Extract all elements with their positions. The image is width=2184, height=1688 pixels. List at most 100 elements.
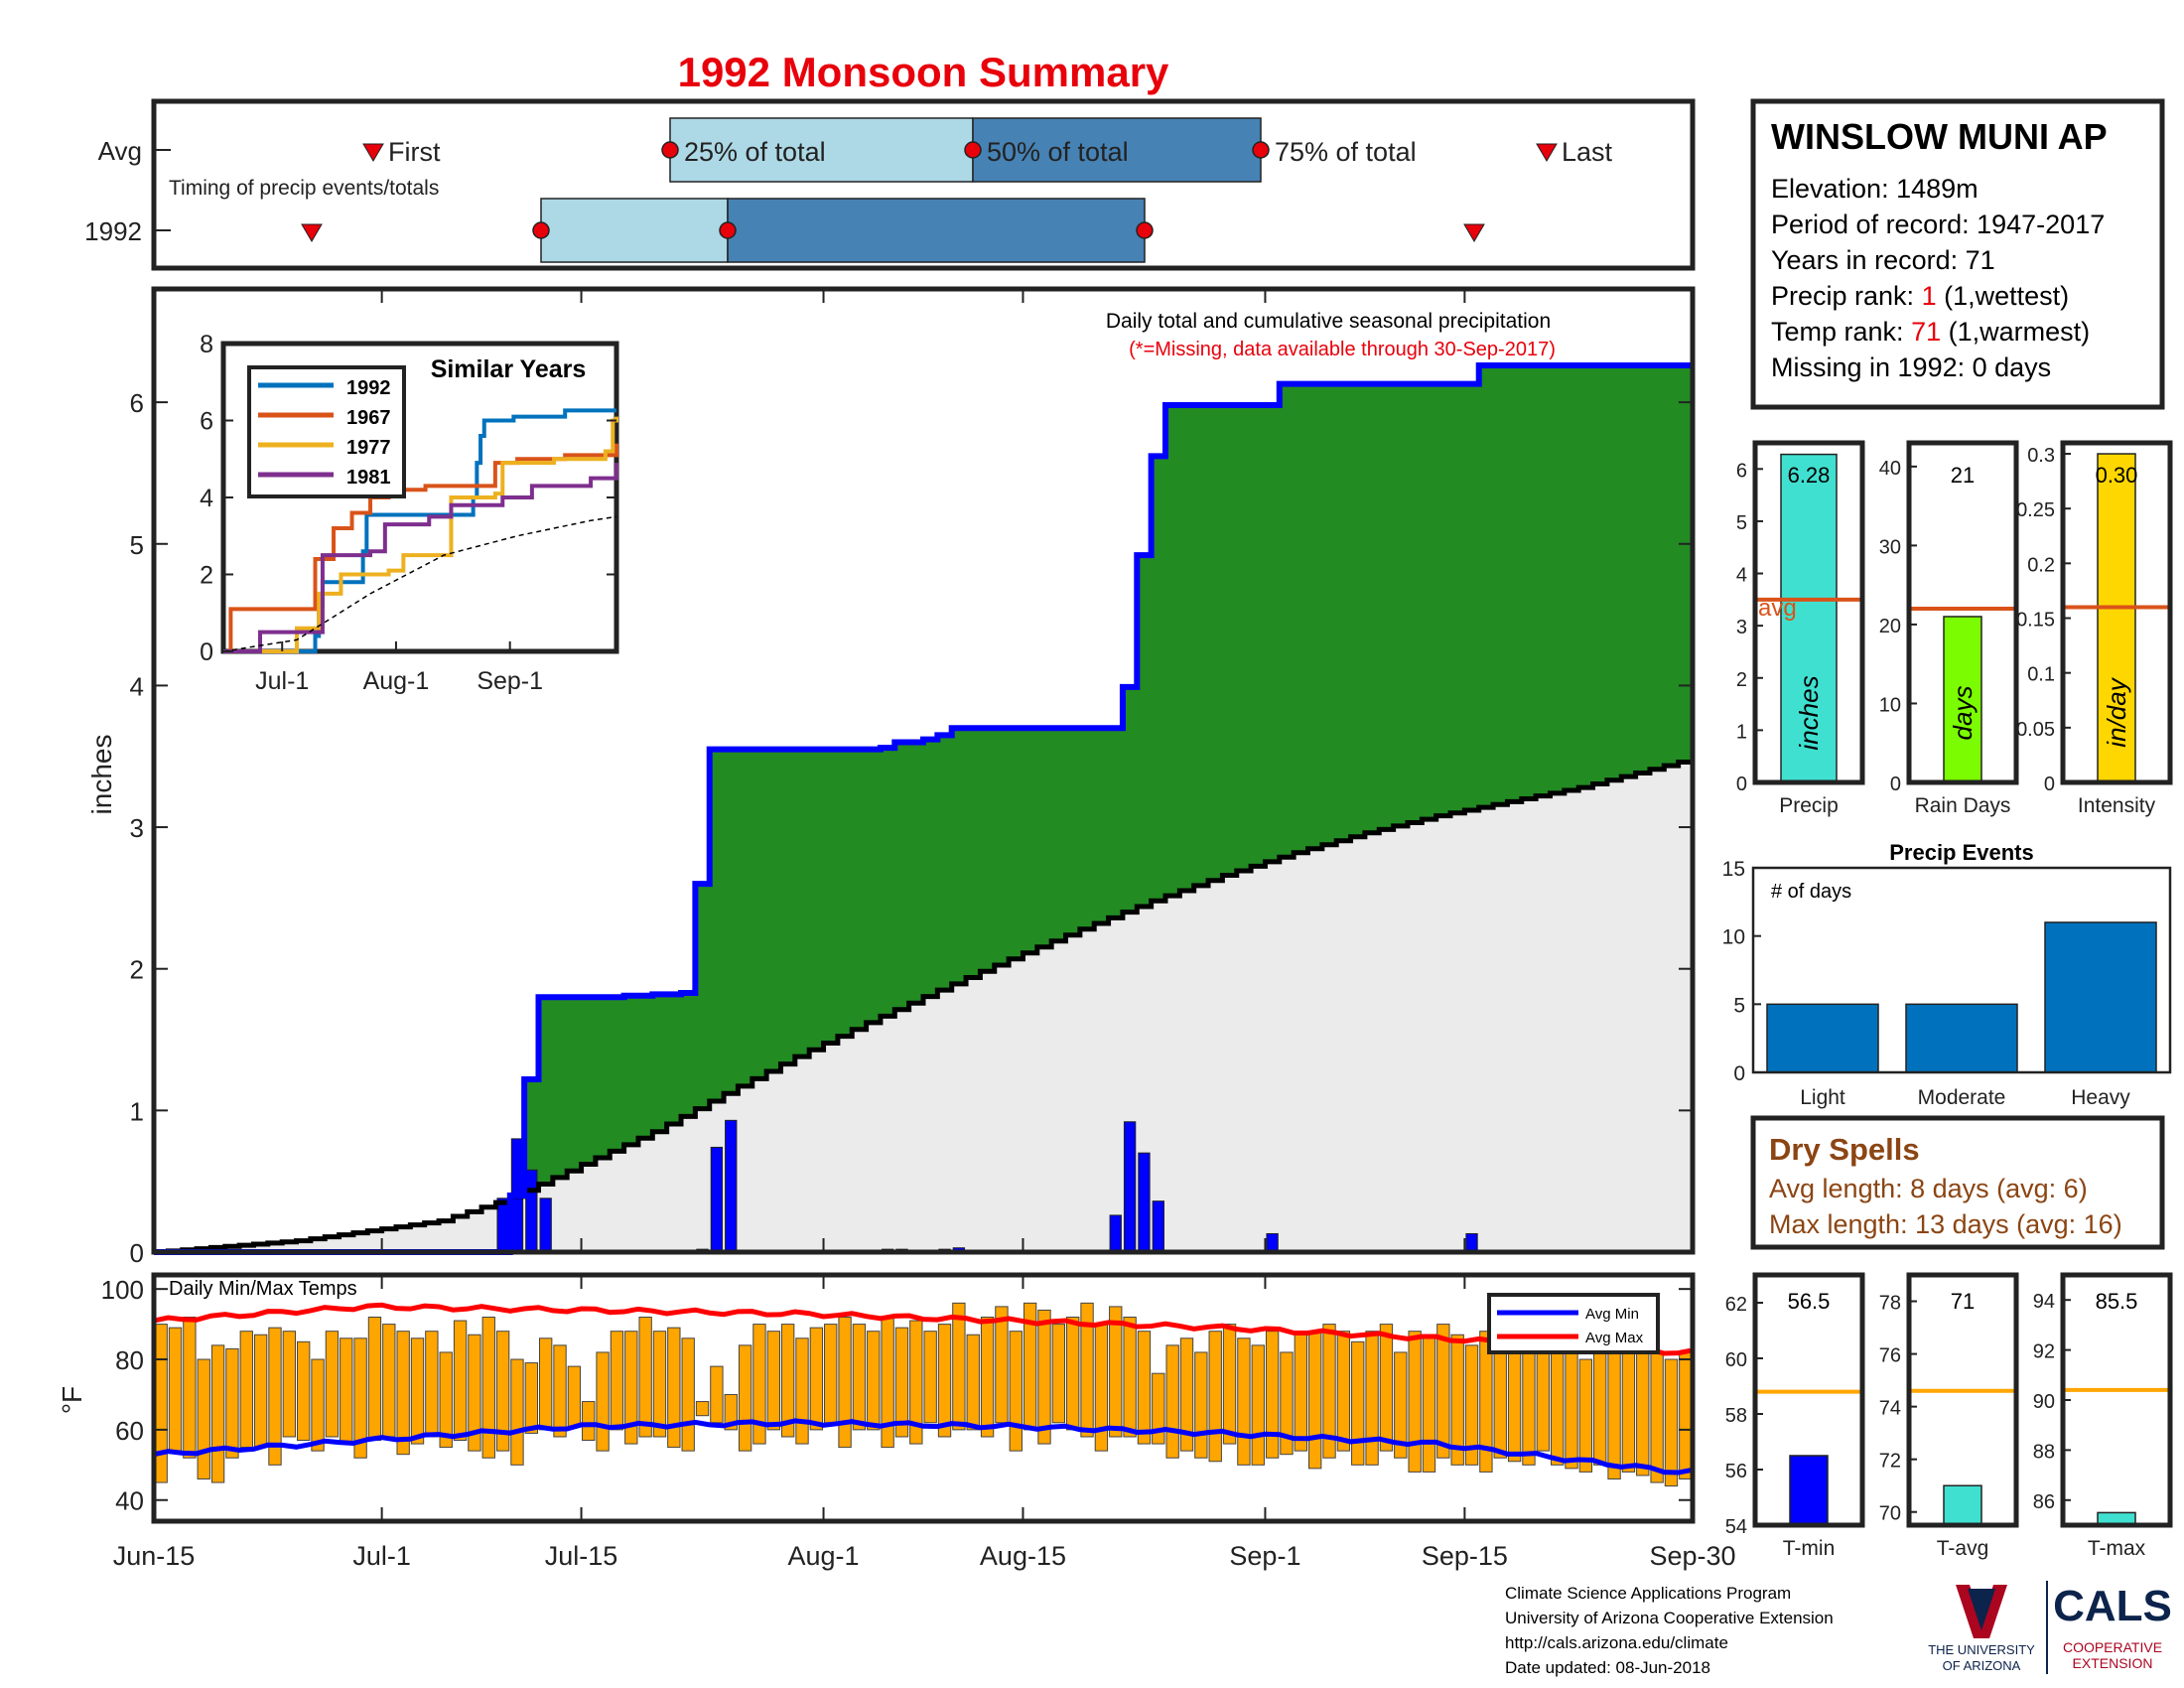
daily-temp-bar: [1621, 1337, 1636, 1473]
daily-temp-bar: [495, 1331, 510, 1452]
daily-temp-bar: [340, 1337, 353, 1445]
university-of-arizona-logo: THE UNIVERSITY OF ARIZONA: [1928, 1585, 2035, 1673]
mini-tmin-category-label: T-min: [1783, 1537, 1836, 1560]
daily-temp-bar: [1650, 1351, 1664, 1483]
mini-tmin-bar: [1789, 1455, 1829, 1526]
x-tick-label: Sep-15: [1422, 1541, 1508, 1571]
y-tick-label: 1: [130, 1096, 144, 1126]
tavg-chart: 70 72 74 76 78 71 T-avg: [1879, 1272, 2019, 1560]
inset-y-tick-label: 4: [200, 485, 213, 512]
events-y-label: # of days: [1771, 881, 1851, 903]
footer-credits: Climate Science Applications Program Uni…: [1505, 1584, 1834, 1677]
daily-temp-bar: [325, 1331, 340, 1438]
daily-temp-bar: [1080, 1302, 1094, 1438]
mini-tmax-value-label: 85.5: [2096, 1289, 2138, 1314]
mini-precip-avg-label: avg: [1758, 595, 1797, 622]
mini-tmin-y-tick-label: 54: [1725, 1516, 1747, 1538]
daily-temp-bar: [1280, 1351, 1294, 1456]
mini-intensity-category-label: Intensity: [2078, 794, 2156, 817]
cals-line-1: COOPERATIVE: [2063, 1639, 2162, 1655]
cals-logo: CALS COOPERATIVE EXTENSION: [2053, 1582, 2172, 1671]
daily-temp-bar: [995, 1306, 1009, 1424]
station-temp-rank: Temp rank: 71 (1,warmest): [1771, 317, 2090, 347]
precip-rank-value: 1: [1922, 281, 1937, 311]
daily-temp-bar: [510, 1358, 524, 1466]
station-missing: Missing in 1992: 0 days: [1771, 352, 2051, 382]
events-frame: [1751, 866, 2172, 1074]
daily-temp-bar: [1422, 1337, 1436, 1473]
station-frame: [1750, 98, 2165, 410]
events-y-tick-label: 0: [1733, 1062, 1745, 1085]
mini-tmax-y-tick-label: 88: [2033, 1441, 2055, 1463]
temp-y-label: °F: [57, 1386, 87, 1414]
label-50: 50% of total: [987, 137, 1129, 167]
daily-temp-bar: [453, 1320, 468, 1442]
daily-temp-bar: [539, 1337, 553, 1431]
mini-precip-y-tick-label: 0: [1736, 774, 1747, 795]
daily-temp-bar: [154, 1324, 168, 1483]
temp-plot-frame: [151, 1272, 1696, 1524]
temp-caption: Daily Min/Max Temps: [169, 1278, 357, 1300]
daily-precip-bar: [1465, 1232, 1478, 1253]
dry-spells-max: Max length: 13 days (avg: 16): [1769, 1209, 2122, 1239]
daily-temp-bar: [353, 1337, 367, 1459]
daily-temp-bar: [468, 1334, 481, 1452]
avg-box-50-75: [972, 117, 1262, 183]
daily-temp-bar: [1294, 1334, 1308, 1452]
daily-temp-bar: [524, 1362, 538, 1434]
daily-temp-bar: [1123, 1317, 1137, 1438]
year-50-marker: [719, 221, 737, 239]
daily-temp-bar: [838, 1317, 852, 1449]
daily-precip-bar: [1266, 1232, 1279, 1253]
mini-intensity-y-tick-label: 0.3: [2027, 445, 2055, 467]
daily-temp-bar: [410, 1337, 425, 1445]
main-y-axis: 0 1 2 3 4 5 6: [130, 388, 1693, 1268]
daily-temp-bar: [1536, 1351, 1550, 1452]
daily-precip-bar: [539, 1197, 552, 1253]
mini-tmin-frame: [1752, 1272, 1865, 1528]
x-tick-label: Jul-15: [545, 1541, 618, 1571]
mini-tavg-y-tick-label: 70: [1879, 1503, 1901, 1525]
mini-tmin-y-tick-label: 58: [1725, 1405, 1747, 1427]
station-info-box: WINSLOW MUNI AP Elevation: 1489m Period …: [1750, 98, 2165, 410]
temp-y-tick-label: 80: [115, 1345, 144, 1375]
temp-legend: [1487, 1293, 1660, 1354]
daily-temp-bar: [1394, 1351, 1408, 1459]
mini-tmax-y-tick-label: 90: [2033, 1391, 2055, 1413]
daily-temp-bar: [1408, 1331, 1422, 1473]
daily-temp-bar: [1066, 1317, 1080, 1431]
avg-box-25-50: [669, 117, 974, 183]
mini-intensity-y-tick-label: 0.2: [2027, 554, 2055, 576]
events-category-label: Light: [1800, 1086, 1845, 1109]
daily-precip-bar: [525, 1169, 538, 1253]
daily-temp-bar: [425, 1331, 439, 1438]
temp-y-tick-label: 100: [101, 1275, 144, 1305]
daily-temp-bar: [253, 1334, 268, 1449]
year-last-marker: [1463, 223, 1485, 242]
mini-intensity-value-label: 0.30: [2096, 463, 2138, 488]
temp-y-tick-label: 40: [115, 1486, 144, 1516]
temp-rank-prefix: Temp rank:: [1771, 317, 1911, 347]
events-category-label: Heavy: [2071, 1086, 2130, 1109]
y-tick-label: 3: [130, 813, 144, 843]
daily-temp-bar: [1593, 1340, 1607, 1466]
mini-precip-y-tick-label: 5: [1736, 512, 1747, 534]
daily-temp-bar: [439, 1351, 453, 1449]
tmin-chart: 54 56 58 60 62 56.5 T-min: [1725, 1272, 1865, 1560]
inset-line-1977: [223, 416, 618, 653]
daily-temp-bar: [780, 1324, 795, 1438]
mini-tmin-y-tick-label: 62: [1725, 1294, 1747, 1316]
daily-temp-bar: [1636, 1344, 1650, 1477]
x-tick-label: Aug-15: [980, 1541, 1066, 1571]
x-tick-label: Sep-1: [1229, 1541, 1300, 1571]
legend-label-1967: 1967: [346, 407, 391, 429]
avg-last-marker: [1536, 143, 1558, 162]
events-bar: [2044, 921, 2157, 1073]
mini-precip-y-tick-label: 6: [1736, 460, 1747, 482]
mini-tmax-background: [2063, 1275, 2170, 1525]
y-tick-label: 4: [130, 671, 144, 701]
daily-temp-bar: [1165, 1344, 1179, 1459]
timing-caption: Timing of precip events/totals: [169, 177, 439, 200]
precip-rank-suffix: (1,wettest): [1937, 281, 2070, 311]
mini-raindays-y-tick-label: 40: [1879, 458, 1901, 480]
